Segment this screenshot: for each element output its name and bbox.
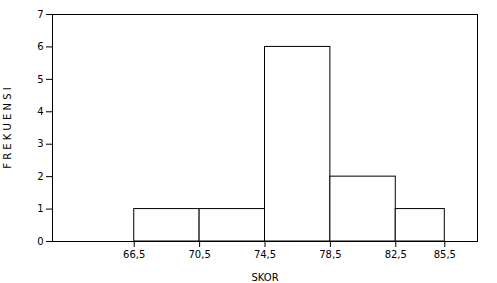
svg-text:0: 0 [37, 236, 43, 247]
svg-text:4: 4 [37, 106, 43, 117]
svg-text:6: 6 [37, 41, 43, 52]
svg-text:78,5: 78,5 [319, 249, 341, 260]
svg-text:1: 1 [37, 203, 43, 214]
svg-text:7: 7 [37, 9, 43, 20]
svg-text:70,5: 70,5 [188, 249, 210, 260]
svg-text:66,5: 66,5 [123, 249, 145, 260]
svg-text:82,5: 82,5 [385, 249, 407, 260]
svg-text:5: 5 [37, 74, 43, 85]
svg-text:F R E K U E N S I: F R E K U E N S I [2, 87, 13, 168]
svg-text:85,5: 85,5 [434, 249, 456, 260]
svg-text:74,5: 74,5 [254, 249, 276, 260]
svg-text:3: 3 [37, 138, 43, 149]
svg-text:SKOR: SKOR [251, 272, 278, 283]
svg-text:2: 2 [37, 171, 43, 182]
